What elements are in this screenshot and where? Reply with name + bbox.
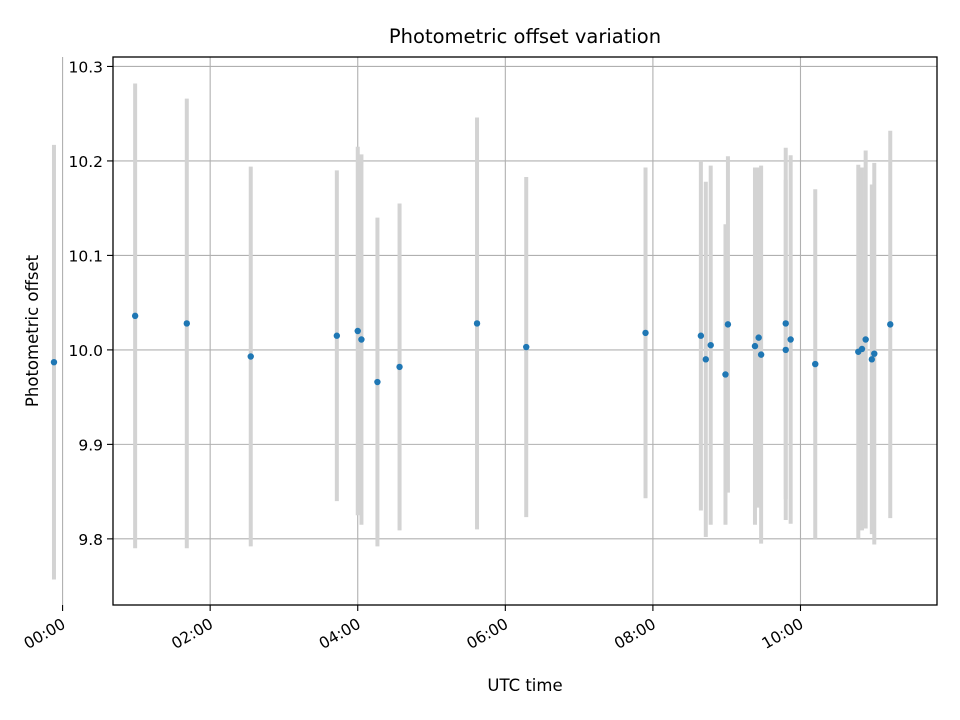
data-point (862, 336, 869, 343)
y-tick-label: 9.8 (78, 531, 103, 549)
data-point (868, 356, 876, 363)
y-axis-ticks: 9.8 9.9 10.0 10.1 10.2 10.3 (68, 58, 113, 549)
data-point (642, 329, 649, 337)
data-point (523, 343, 530, 351)
data-point (50, 358, 58, 366)
data-point (787, 336, 794, 343)
data-points (50, 312, 894, 386)
data-point (751, 342, 759, 350)
data-point (755, 334, 762, 341)
data-point (782, 346, 789, 354)
data-point (782, 320, 789, 327)
x-axis-label: UTC time (487, 676, 562, 695)
data-point (183, 320, 190, 327)
data-point (131, 312, 139, 320)
data-point (858, 345, 866, 353)
data-point (247, 353, 254, 360)
data-point (757, 351, 765, 358)
data-point (871, 350, 878, 357)
y-tick-label: 10.2 (68, 153, 103, 171)
data-point (697, 332, 705, 339)
data-point (333, 332, 341, 339)
data-point (707, 341, 714, 349)
plot-frame (112, 56, 938, 606)
data-point (722, 371, 729, 378)
data-point (358, 336, 365, 343)
y-tick-label: 10.0 (68, 342, 103, 360)
chart-title: Photometric offset variation (389, 25, 661, 48)
data-point (396, 363, 403, 371)
y-tick-label: 10.1 (68, 247, 103, 265)
y-axis-label: Photometric offset (23, 254, 42, 407)
data-point (887, 321, 894, 328)
data-point (374, 378, 381, 386)
y-tick-label: 10.3 (68, 58, 103, 76)
data-point (812, 360, 819, 368)
data-point (354, 327, 361, 335)
data-point (473, 320, 481, 327)
data-point (702, 356, 709, 363)
y-tick-label: 9.9 (78, 436, 103, 454)
data-point (724, 321, 732, 328)
